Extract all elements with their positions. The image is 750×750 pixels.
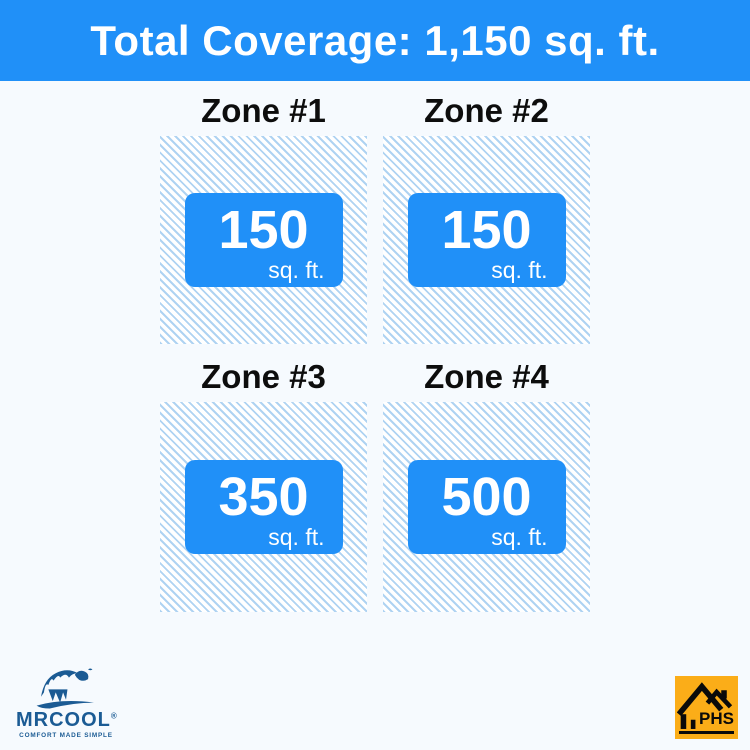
mrcool-brand-text: MRCOOL [16,709,111,731]
zone-2-card: 150 sq. ft. [407,193,566,287]
zone-1-card: 150 sq. ft. [184,193,343,287]
zone-3-block: Zone #3 350 sq. ft. [160,358,367,612]
zone-1-block: Zone #1 150 sq. ft. [160,92,367,344]
zone-4-title: Zone #4 [424,358,549,395]
zone-2-block: Zone #2 150 sq. ft. [383,92,590,344]
zone-1-unit: sq. ft. [268,256,325,283]
zone-3-unit: sq. ft. [268,523,325,550]
zone-3-value: 350 [218,466,309,527]
zone-1-title: Zone #1 [201,92,326,129]
phs-house-icon [677,682,733,729]
registered-trademark-symbol: ® [110,711,118,721]
zone-4-area: 500 sq. ft. [383,402,590,612]
total-coverage-title: Total Coverage: 1,150 sq. ft. [90,16,660,64]
zone-4-unit: sq. ft. [491,523,548,550]
zone-2-area: 150 sq. ft. [383,136,590,344]
phs-underline [679,731,734,734]
mrcool-tagline: COMFORT MADE SIMPLE [19,732,113,739]
zone-4-block: Zone #4 500 sq. ft. [383,358,590,612]
zone-4-value: 500 [441,466,532,527]
zone-2-value: 150 [441,199,532,260]
zone-1-area: 150 sq. ft. [160,136,367,344]
zone-4-card: 500 sq. ft. [407,460,566,554]
mrcool-polar-bear-icon [36,668,94,709]
zone-1-value: 150 [218,199,309,260]
mrcool-logo: MRCOOL® COMFORT MADE SIMPLE [16,660,118,739]
zone-2-unit: sq. ft. [491,256,548,283]
zone-2-title: Zone #2 [424,92,549,129]
zone-3-area: 350 sq. ft. [160,402,367,612]
mrcool-wordmark: MRCOOL® [16,709,118,731]
phs-label: PHS [699,709,734,728]
phs-logo: PHS [675,676,738,739]
header-banner: Total Coverage: 1,150 sq. ft. [0,0,750,81]
zone-3-title: Zone #3 [201,358,326,395]
zone-3-card: 350 sq. ft. [184,460,343,554]
